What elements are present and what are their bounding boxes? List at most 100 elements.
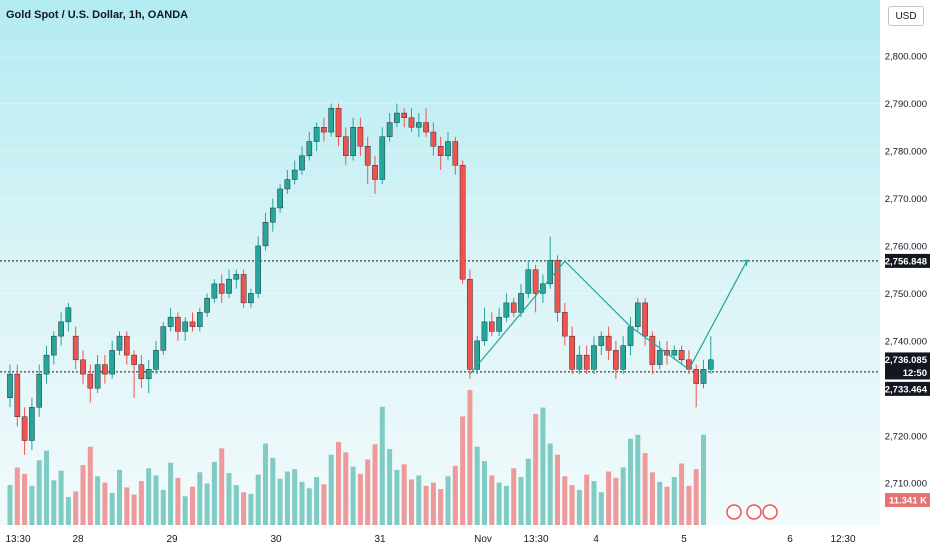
volume-bar (693, 469, 699, 525)
candle-down (102, 364, 108, 375)
volume-bar (394, 469, 400, 525)
volume-bar (211, 461, 217, 525)
candle-down (510, 302, 517, 313)
volume-bar (284, 471, 290, 525)
volume-bar (657, 481, 663, 525)
volume-bar (635, 434, 641, 525)
time-tick-label: 29 (166, 534, 178, 545)
candle-down (123, 335, 130, 356)
candle-up (700, 369, 707, 384)
volume-bar (146, 468, 152, 525)
volume-bar (438, 489, 444, 525)
candle-down (554, 259, 561, 313)
candle-up (350, 127, 356, 156)
price-tag-box (885, 365, 930, 380)
volume-bar (671, 477, 677, 525)
volume-bar (620, 467, 626, 525)
candle-down (189, 321, 196, 327)
lightning-icon (726, 504, 742, 520)
time-tick-label: 12:30 (830, 534, 855, 545)
candle-up (262, 222, 269, 247)
volume-bar (387, 449, 393, 525)
candle-up (182, 321, 189, 332)
candle-up (328, 108, 335, 133)
candle-down (240, 274, 247, 304)
candle-up (474, 340, 481, 370)
candle-up (109, 350, 115, 375)
time-tick-label: 13:30 (523, 534, 548, 545)
candle-up (51, 335, 57, 356)
volume-bar (372, 444, 378, 525)
volume-bar (36, 460, 42, 525)
time-tick-label: 30 (270, 534, 282, 545)
grid-lines (0, 55, 880, 484)
volume-bar (292, 469, 298, 525)
candle-up (58, 321, 64, 337)
volume-bar (613, 477, 619, 525)
candle-down (335, 108, 342, 137)
candle-down (642, 302, 648, 337)
candle-down (562, 312, 568, 337)
volume-bar (204, 483, 210, 525)
trend-arrowhead (741, 259, 749, 267)
price-axis: 2,710.0002,720.0002,730.0002,740.0002,75… (880, 0, 932, 550)
volume-bar (190, 486, 195, 525)
candle-down (532, 269, 539, 294)
candle-up (284, 179, 291, 190)
volume-bar (109, 493, 115, 525)
volume-bar (255, 474, 261, 525)
volume-bar (642, 453, 648, 525)
price-tag-box (885, 253, 930, 268)
volume-bar (518, 477, 524, 525)
volume-bar (138, 481, 144, 525)
volume-bar (584, 474, 590, 525)
price-tag-label: 2,756.848 (885, 256, 927, 267)
volume-bar (277, 478, 283, 525)
candle-up (160, 326, 167, 351)
candle-up (306, 141, 313, 156)
time-tick-label: 5 (681, 534, 687, 545)
volume-bar (197, 472, 203, 525)
candle-down (423, 122, 429, 133)
candle-up (291, 169, 298, 180)
flag-icon (746, 504, 762, 520)
candle-up (29, 407, 35, 441)
volume-bar (153, 475, 159, 525)
price-tag-box (885, 381, 930, 396)
volume-bar (357, 473, 363, 525)
candle-up (196, 312, 203, 327)
candle-down (218, 283, 225, 294)
volume-bar (379, 406, 385, 525)
volume-bar (343, 452, 349, 525)
volume-bar (533, 413, 539, 525)
candle-up (7, 373, 13, 399)
candle-up (547, 259, 553, 285)
candle-up (211, 283, 218, 299)
volume-bar (423, 485, 429, 525)
candle-down (569, 335, 575, 370)
currency-selector[interactable]: USD (888, 6, 924, 26)
volume-bar (489, 475, 495, 525)
candle-down (80, 359, 86, 375)
candle-up (255, 245, 262, 294)
volume-bar (233, 485, 239, 525)
volume-bar (496, 482, 502, 525)
candle-down (437, 146, 444, 156)
horizontal-levels (0, 260, 880, 373)
volume-bar (452, 465, 458, 525)
price-tick-label: 2,770.000 (885, 194, 927, 205)
time-axis-bg (0, 525, 932, 550)
price-tick-label: 2,760.000 (885, 241, 927, 252)
candle-down (14, 373, 21, 417)
volume-bar (482, 461, 487, 525)
volume-bar (65, 497, 71, 525)
candle-up (525, 269, 532, 294)
candle-up (153, 350, 159, 370)
volume-bar (102, 482, 108, 525)
candle-down (321, 127, 327, 133)
candle-up (635, 302, 641, 327)
candle-up (270, 207, 276, 223)
candle-up (656, 350, 663, 365)
